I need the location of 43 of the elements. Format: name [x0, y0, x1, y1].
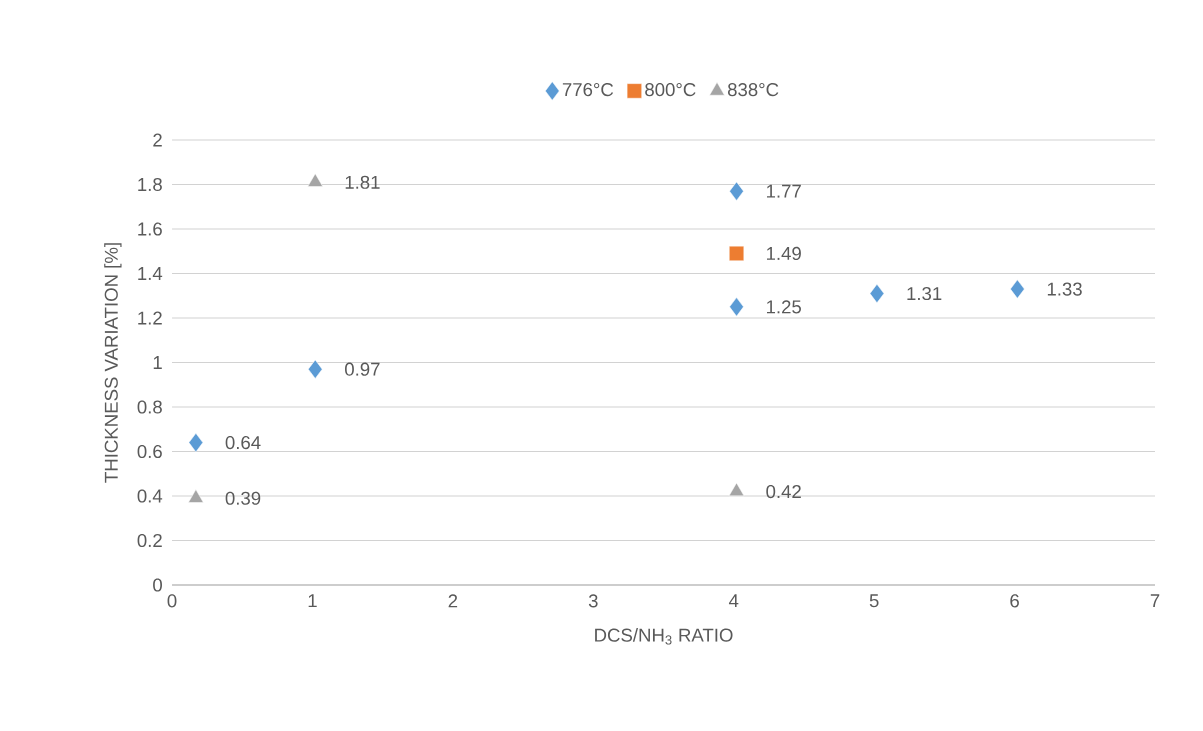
point [869, 283, 885, 304]
data-label: 1.33 [1047, 282, 1082, 296]
x-tick-label: 4 [728, 594, 739, 608]
y-tick-label: 1 [153, 356, 162, 369]
point [188, 489, 204, 503]
data-label: 1.77 [767, 184, 801, 198]
point [728, 245, 745, 262]
data-label: 1.31 [907, 286, 942, 301]
x-tick-label: 1 [308, 594, 317, 608]
y-tick-label: 0 [153, 578, 162, 592]
data-label: 1.49 [767, 246, 801, 261]
point [729, 297, 744, 317]
data-label: 1.25 [767, 300, 801, 314]
point [1010, 279, 1025, 299]
y-tick-label: 0.4 [137, 489, 163, 503]
y-tick-label: 2 [153, 133, 162, 147]
x-tick-label: 0 [167, 594, 177, 608]
point [728, 482, 745, 497]
x-tick-label: 2 [448, 594, 458, 608]
data-label: 1.81 [345, 175, 380, 189]
y-tick-label: 1.8 [138, 177, 162, 192]
y-tick-label: 0.6 [137, 444, 162, 459]
legend-label: 800°C [645, 83, 696, 97]
data-label: 0.97 [345, 362, 380, 376]
y-tick-label: 1.6 [138, 222, 162, 236]
x-tick-label: 3 [588, 594, 598, 608]
x-tick-label: 5 [869, 594, 879, 608]
point [188, 433, 204, 453]
data-label: 0.39 [225, 491, 261, 505]
legend-label: 838°C [727, 83, 779, 97]
x-tick-label: 6 [1010, 594, 1019, 608]
y-tick-label: 1.2 [138, 311, 162, 325]
data-label: 0.64 [225, 436, 261, 450]
data-label: 0.42 [766, 484, 801, 499]
legend-label: 776°C [562, 83, 614, 97]
x-axis-title: DCS/NH$_{3}$ RATIO [595, 628, 733, 645]
y-tick-label: 0.8 [137, 400, 162, 414]
y-tick-label: 0.2 [137, 533, 162, 548]
x-tick-label: 7 [1150, 594, 1160, 608]
y-axis-title: THICKNESS VARIATION [%] [104, 243, 122, 483]
point [308, 359, 323, 379]
point [729, 181, 744, 201]
y-tick-label: 1.4 [138, 267, 163, 280]
